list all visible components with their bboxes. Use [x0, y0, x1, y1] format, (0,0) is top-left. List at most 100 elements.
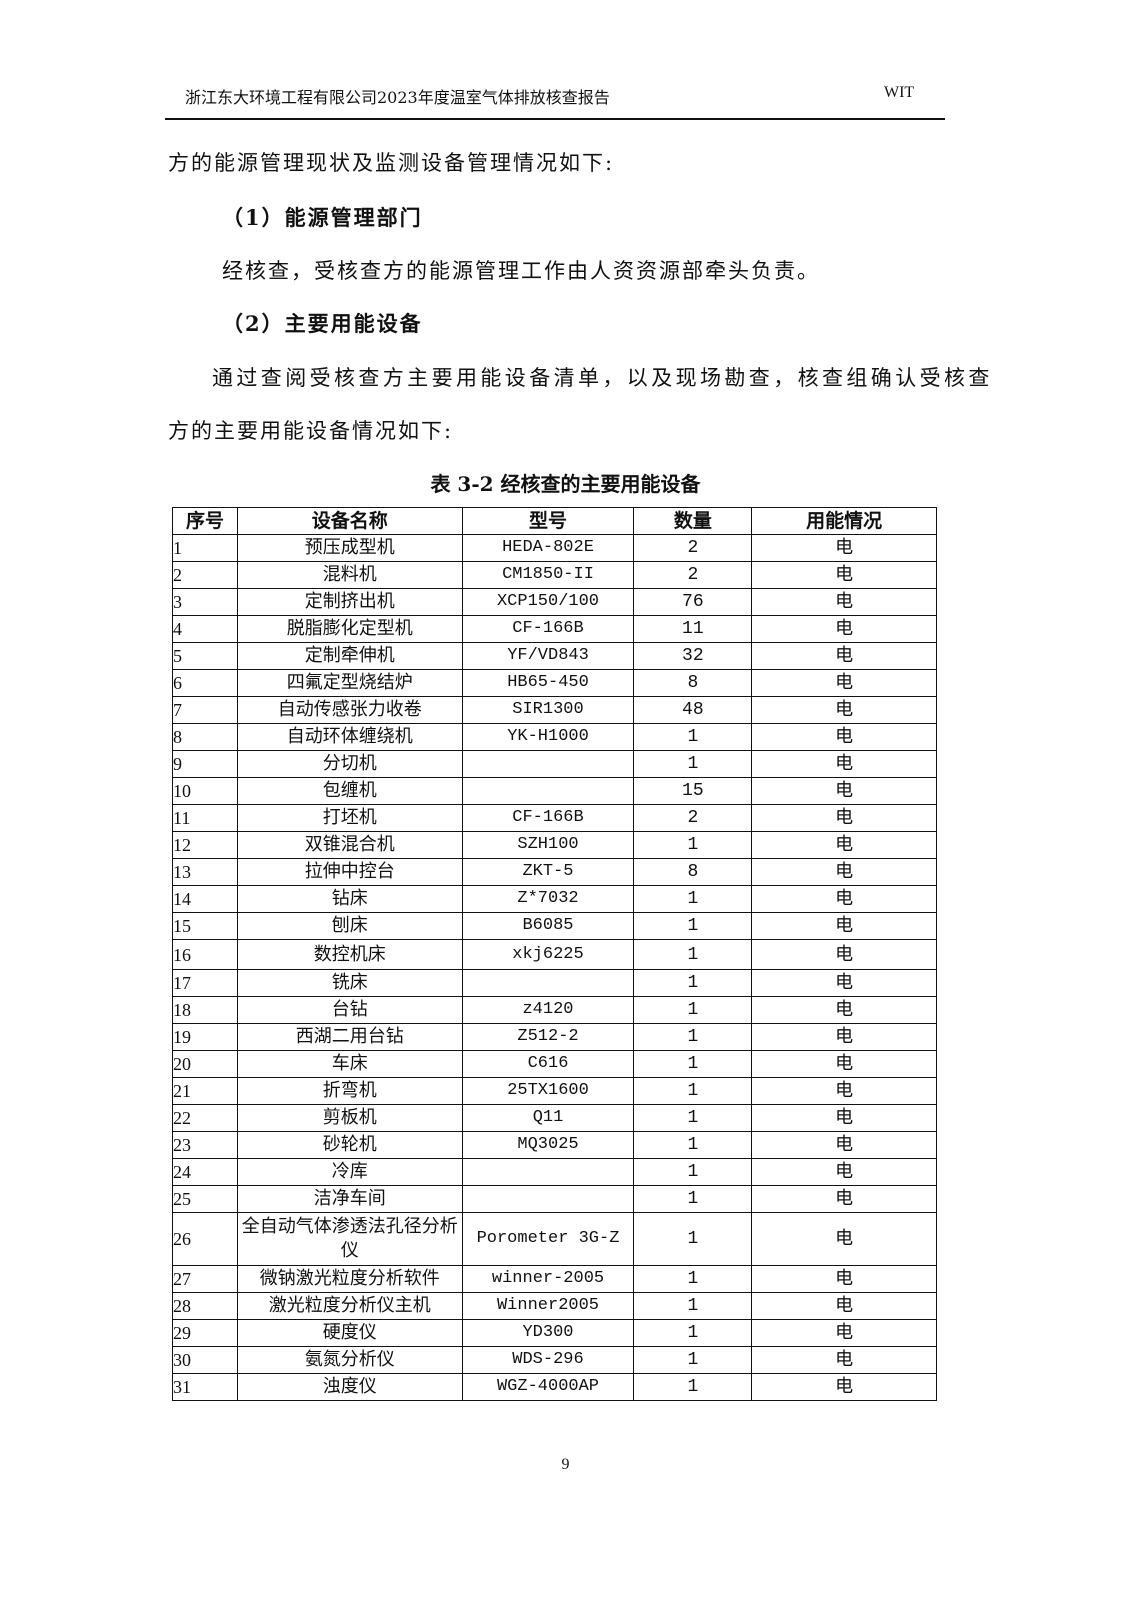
- row-number: 2: [172, 561, 238, 589]
- column-header: 型号: [461, 507, 635, 535]
- quantity: 48: [633, 696, 753, 724]
- row-number: 23: [172, 1131, 238, 1159]
- row-number: 22: [172, 1104, 238, 1132]
- equipment-name: 砂轮机: [236, 1131, 463, 1159]
- row-number: 25: [172, 1185, 238, 1213]
- equipment-name: 西湖二用台钻: [236, 1023, 463, 1051]
- row-number: 1: [172, 534, 238, 562]
- equipment-name: 车床: [236, 1050, 463, 1078]
- table-row: 8 自动环体缠绕机 YK-H1000 1 电: [172, 723, 937, 751]
- energy-type: 电: [751, 1023, 937, 1051]
- model: CM1850-II: [461, 561, 635, 589]
- row-number: 19: [172, 1023, 238, 1051]
- equipment-name: 洁净车间: [236, 1185, 463, 1213]
- energy-type: 电: [751, 1319, 937, 1347]
- row-number: 5: [172, 642, 238, 670]
- energy-type: 电: [751, 642, 937, 670]
- row-number: 11: [172, 804, 238, 832]
- quantity: 1: [633, 912, 753, 940]
- model: [461, 777, 635, 805]
- quantity: 2: [633, 561, 753, 589]
- table-row: 29 硬度仪 YD300 1 电: [172, 1319, 937, 1347]
- table-row: 11 打坯机 CF-166B 2 电: [172, 804, 937, 832]
- table-row: 12 双锥混合机 SZH100 1 电: [172, 831, 937, 859]
- quantity: 2: [633, 804, 753, 832]
- body-text: 方的能源管理现状及监测设备管理情况如下:: [168, 151, 615, 175]
- energy-type: 电: [751, 996, 937, 1024]
- equipment-name: 四氟定型烧结炉: [236, 669, 463, 697]
- model: 25TX1600: [461, 1077, 635, 1105]
- equipment-name: 刨床: [236, 912, 463, 940]
- model: [461, 969, 635, 997]
- energy-type: 电: [751, 1265, 937, 1293]
- quantity: 1: [633, 1050, 753, 1078]
- table-row: 4 脱脂膨化定型机 CF-166B 11 电: [172, 615, 937, 643]
- energy-type: 电: [751, 1131, 937, 1159]
- energy-type: 电: [751, 1346, 937, 1374]
- row-number: 12: [172, 831, 238, 859]
- quantity: 1: [633, 1212, 753, 1266]
- quantity: 1: [633, 1104, 753, 1132]
- table-row: 24 冷库 1 电: [172, 1158, 937, 1186]
- energy-type: 电: [751, 696, 937, 724]
- energy-type: 电: [751, 561, 937, 589]
- row-number: 27: [172, 1265, 238, 1293]
- quantity: 1: [633, 1265, 753, 1293]
- row-number: 31: [172, 1373, 238, 1401]
- energy-type: 电: [751, 831, 937, 859]
- row-number: 24: [172, 1158, 238, 1186]
- equipment-name: 剪板机: [236, 1104, 463, 1132]
- energy-type: 电: [751, 1158, 937, 1186]
- model: HB65-450: [461, 669, 635, 697]
- body-text: 方的主要用能设备情况如下:: [168, 419, 454, 443]
- equipment-name: 数控机床: [236, 939, 463, 970]
- model: Q11: [461, 1104, 635, 1132]
- column-header: 设备名称: [236, 507, 463, 535]
- model: Porometer 3G-Z: [461, 1212, 635, 1266]
- body-text: 通过查阅受核查方主要用能设备清单，以及现场勘查，核查组确认受核查: [212, 366, 993, 390]
- row-number: 4: [172, 615, 238, 643]
- equipment-name: 全自动气体渗透法孔径分析仪: [236, 1212, 463, 1266]
- table-row: 7 自动传感张力收卷 SIR1300 48 电: [172, 696, 937, 724]
- column-header: 用能情况: [751, 507, 937, 535]
- row-number: 8: [172, 723, 238, 751]
- energy-type: 电: [751, 1077, 937, 1105]
- quantity: 1: [633, 831, 753, 859]
- row-number: 3: [172, 588, 238, 616]
- table-row: 22 剪板机 Q11 1 电: [172, 1104, 937, 1132]
- equipment-name: 自动传感张力收卷: [236, 696, 463, 724]
- energy-type: 电: [751, 777, 937, 805]
- equipment-name: 打坯机: [236, 804, 463, 832]
- quantity: 32: [633, 642, 753, 670]
- energy-type: 电: [751, 1373, 937, 1401]
- model: [461, 1158, 635, 1186]
- column-header: 序号: [172, 507, 238, 535]
- energy-type: 电: [751, 939, 937, 970]
- table-row: 25 洁净车间 1 电: [172, 1185, 937, 1213]
- equipment-name: 自动环体缠绕机: [236, 723, 463, 751]
- equipment-name: 折弯机: [236, 1077, 463, 1105]
- model: WDS-296: [461, 1346, 635, 1374]
- table-row: 16 数控机床 xkj6225 1 电: [172, 939, 937, 970]
- quantity: 1: [633, 1319, 753, 1347]
- table-row: 28 激光粒度分析仪主机 Winner2005 1 电: [172, 1292, 937, 1320]
- quantity: 1: [633, 1292, 753, 1320]
- model: SIR1300: [461, 696, 635, 724]
- table-row: 15 刨床 B6085 1 电: [172, 912, 937, 940]
- row-number: 14: [172, 885, 238, 913]
- row-number: 7: [172, 696, 238, 724]
- model: CF-166B: [461, 615, 635, 643]
- table-caption: 表 3-2 经核查的主要用能设备: [430, 472, 701, 496]
- table-row: 9 分切机 1 电: [172, 750, 937, 778]
- energy-type: 电: [751, 858, 937, 886]
- quantity: 1: [633, 750, 753, 778]
- model: z4120: [461, 996, 635, 1024]
- row-number: 21: [172, 1077, 238, 1105]
- energy-type: 电: [751, 1212, 937, 1266]
- model: C616: [461, 1050, 635, 1078]
- table-row: 1 预压成型机 HEDA-802E 2 电: [172, 534, 937, 562]
- table-row: 14 钻床 Z*7032 1 电: [172, 885, 937, 913]
- equipment-name: 预压成型机: [236, 534, 463, 562]
- section-heading: （1）能源管理部门: [222, 205, 423, 230]
- model: WGZ-4000AP: [461, 1373, 635, 1401]
